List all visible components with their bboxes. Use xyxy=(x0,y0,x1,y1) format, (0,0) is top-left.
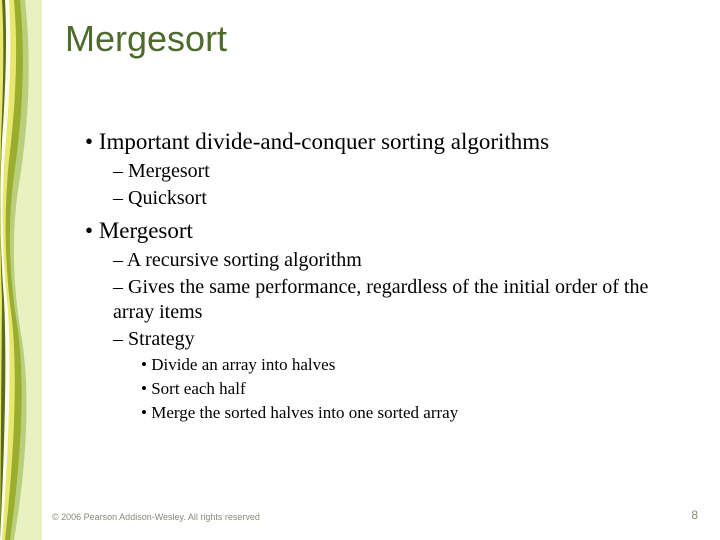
bullet-text: Important divide-and-conquer sorting alg… xyxy=(99,129,549,154)
bullet-text: Gives the same performance, regardless o… xyxy=(113,276,648,323)
bullet-text: Mergesort xyxy=(99,218,193,243)
bullet-lvl2: Mergesort xyxy=(113,159,685,184)
bullet-lvl3: Divide an array into halves xyxy=(141,354,685,376)
bullet-text: A recursive sorting algorithm xyxy=(127,249,362,271)
copyright-text: © 2006 Pearson Addison-Wesley. All right… xyxy=(52,512,260,522)
slide-edge-decoration xyxy=(0,0,42,540)
bullet-text: Quicksort xyxy=(128,187,207,209)
bullet-text: Sort each half xyxy=(151,379,245,398)
bullet-text: Divide an array into halves xyxy=(151,355,335,374)
bullet-lvl3: Merge the sorted halves into one sorted … xyxy=(141,402,685,424)
page-number: 8 xyxy=(691,508,698,522)
bullet-lvl1: Mergesort A recursive sorting algorithm … xyxy=(85,217,685,424)
bullet-text: Strategy xyxy=(128,328,195,350)
bullet-lvl2: A recursive sorting algorithm xyxy=(113,248,685,273)
bullet-lvl1: Important divide-and-conquer sorting alg… xyxy=(85,128,685,211)
slide-body: Important divide-and-conquer sorting alg… xyxy=(85,128,685,430)
bullet-lvl2: Strategy Divide an array into halves Sor… xyxy=(113,327,685,424)
bullet-lvl2: Quicksort xyxy=(113,186,685,211)
bullet-lvl3: Sort each half xyxy=(141,378,685,400)
bullet-text: Mergesort xyxy=(128,160,210,182)
bullet-lvl2: Gives the same performance, regardless o… xyxy=(113,275,685,325)
slide-title: Mergesort xyxy=(65,18,227,60)
bullet-text: Merge the sorted halves into one sorted … xyxy=(151,403,458,422)
